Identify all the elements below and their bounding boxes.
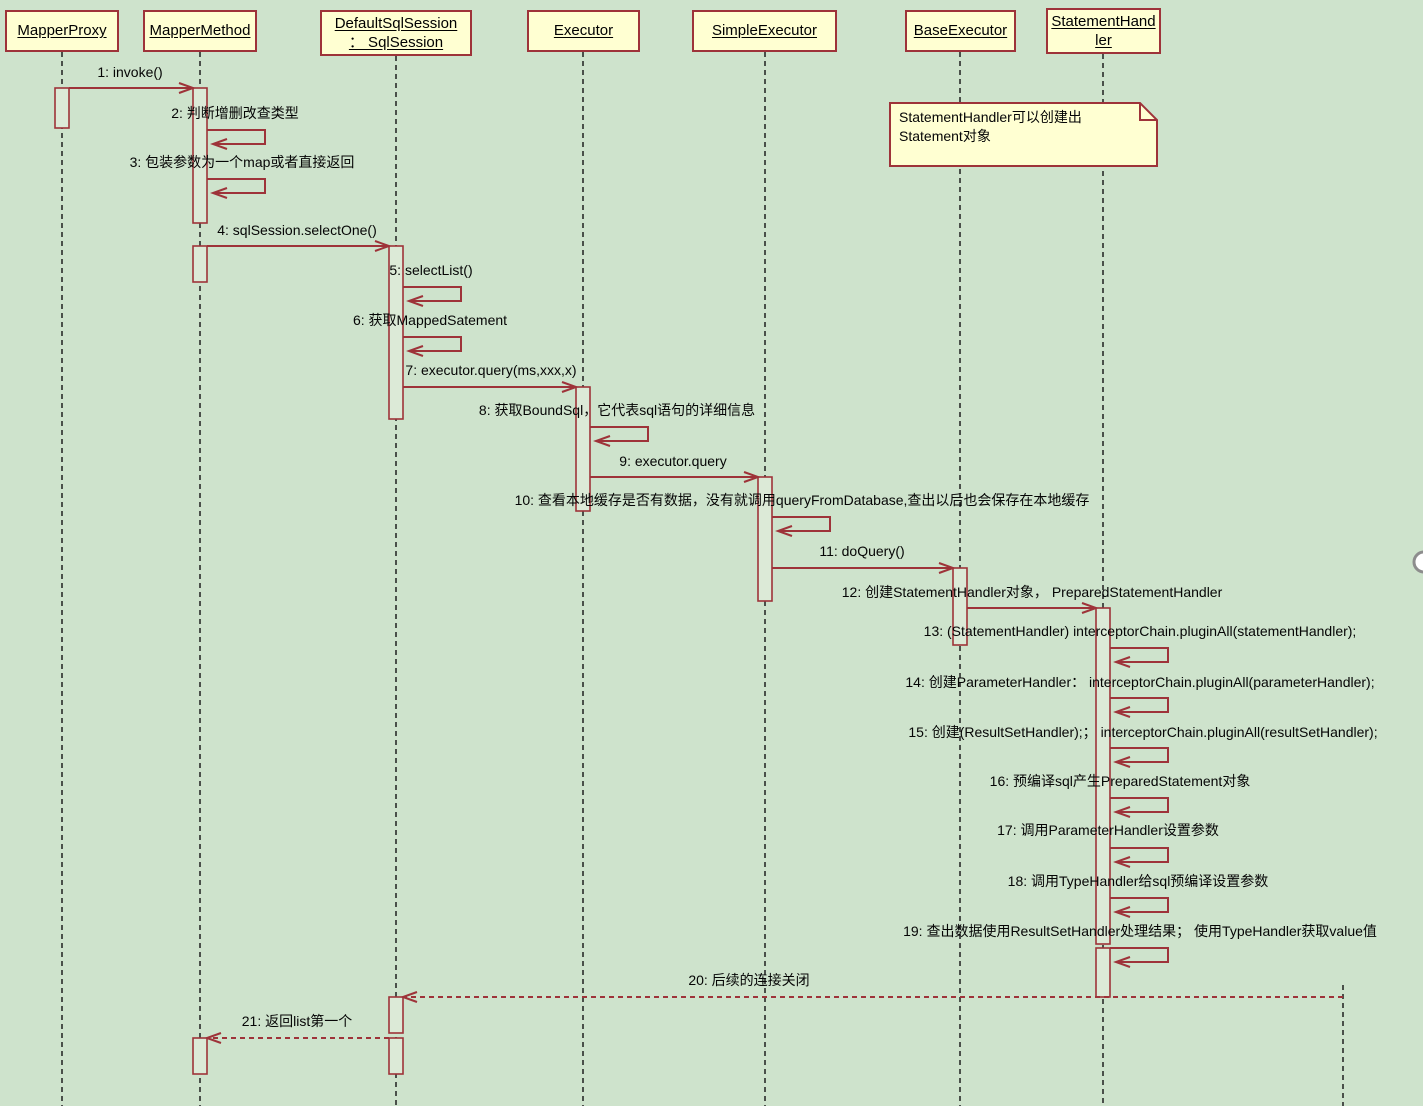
message-arrow-9-head <box>743 471 761 483</box>
message-label-1: 1: invoke() <box>97 64 163 80</box>
message-arrow-3 <box>207 178 266 194</box>
activation-bar-11 <box>192 1037 208 1075</box>
participant-name: StatementHand <box>1051 12 1156 30</box>
participant-name: ler <box>1095 32 1112 49</box>
participant-box-statement-handler: StatementHand ler <box>1046 8 1161 54</box>
message-arrow-11-head <box>938 562 956 574</box>
message-arrow-21-head <box>204 1032 222 1044</box>
message-arrow-20-head <box>400 991 418 1003</box>
participant-name: MapperMethod <box>149 22 251 40</box>
note-shape <box>889 102 1158 167</box>
message-arrow-15-head <box>1113 756 1131 768</box>
message-label-14: 14: 创建ParameterHandler： interceptorChain… <box>905 674 1375 690</box>
message-label-15: 15: 创建(ResultSetHandler);； interceptorCh… <box>908 724 1378 740</box>
message-arrow-8 <box>590 426 649 442</box>
message-label-5: 5: selectList() <box>389 262 473 278</box>
message-label-19: 19: 查出数据使用ResultSetHandler处理结果； 使用TypeHa… <box>903 923 1377 939</box>
activation-bar-5 <box>575 386 591 512</box>
message-arrow-18-head <box>1113 906 1131 918</box>
activation-bar-2 <box>192 87 208 224</box>
message-arrow-13-head <box>1113 656 1131 668</box>
participant-box-mapper-method: MapperMethod <box>143 10 257 52</box>
participant-box-executor: Executor <box>527 10 640 52</box>
activation-bar-3 <box>192 245 208 283</box>
message-label-13: 13: (StatementHandler) interceptorChain.… <box>923 623 1357 639</box>
message-arrow-4-head <box>374 240 392 252</box>
participant-box-base-executor: BaseExecutor <box>905 10 1016 52</box>
message-arrow-19 <box>1110 947 1169 963</box>
activation-bar-8 <box>1095 607 1111 945</box>
message-label-17: 17: 调用ParameterHandler设置参数 <box>997 822 1219 838</box>
participant-name: Executor <box>553 22 614 40</box>
note-line-1: StatementHandler可以创建出 <box>899 109 1082 125</box>
message-arrow-5 <box>403 286 462 302</box>
message-label-20: 20: 后续的连接关闭 <box>688 972 810 988</box>
message-arrow-10 <box>772 516 831 532</box>
message-arrow-18 <box>1110 897 1169 913</box>
message-arrow-10-head <box>775 525 793 537</box>
message-label-11: 11: doQuery() <box>819 543 905 559</box>
activation-bar-1 <box>54 87 70 129</box>
message-arrow-3-head <box>210 187 228 199</box>
message-arrow-16-head <box>1113 806 1131 818</box>
message-arrow-2 <box>207 129 266 145</box>
participant-box-default-sql-session: DefaultSqlSession ： SqlSession <box>320 10 472 56</box>
message-label-8: 8: 获取BoundSql，它代表sql语句的详细信息 <box>478 402 756 418</box>
message-arrow-15 <box>1110 747 1169 763</box>
participant-name: BaseExecutor <box>913 22 1008 40</box>
participant-name: SimpleExecutor <box>711 22 818 40</box>
activation-bar-10 <box>388 996 404 1034</box>
message-label-18: 18: 调用TypeHandler给sql预编译设置参数 <box>1007 873 1269 889</box>
message-arrow-14-head <box>1113 706 1131 718</box>
message-arrow-6-head <box>406 345 424 357</box>
message-label-10: 10: 查看本地缓存是否有数据，没有就调用queryFromDatabase,查… <box>514 492 1090 508</box>
activation-bar-9 <box>1095 947 1111 998</box>
message-arrow-16 <box>1110 797 1169 813</box>
note-line-2: Statement对象 <box>899 128 991 144</box>
message-label-16: 16: 预编译sql产生PreparedStatement对象 <box>989 773 1251 789</box>
message-label-9: 9: executor.query <box>619 453 727 469</box>
message-arrow-19-head <box>1113 956 1131 968</box>
participant-box-simple-executor: SimpleExecutor <box>692 10 837 52</box>
message-label-3: 3: 包装参数为一个map或者直接返回 <box>129 154 355 170</box>
participant-name: MapperProxy <box>17 22 107 40</box>
note-fold-corner <box>1139 103 1157 121</box>
message-arrow-5-head <box>406 295 424 307</box>
message-arrow-7-head <box>561 381 579 393</box>
message-arrow-17-head <box>1113 856 1131 868</box>
participant-box-mapper-proxy: MapperProxy <box>5 10 119 52</box>
message-label-4: 4: sqlSession.selectOne() <box>217 222 377 238</box>
note-text: StatementHandler可以创建出 Statement对象 <box>899 108 1082 146</box>
message-arrow-1-head <box>178 82 196 94</box>
message-arrow-8-head <box>593 435 611 447</box>
activation-bar-12 <box>388 1037 404 1075</box>
activation-bar-4 <box>388 245 404 420</box>
message-label-7: 7: executor.query(ms,xxx,x) <box>405 362 577 378</box>
message-arrow-6 <box>403 336 462 352</box>
activation-bar-7 <box>952 567 968 646</box>
message-arrow-14 <box>1110 697 1169 713</box>
message-arrow-2-head <box>210 138 228 150</box>
message-label-12: 12: 创建StatementHandler对象， PreparedStatem… <box>841 584 1223 600</box>
activation-bar-6 <box>757 476 773 602</box>
cursor-highlight <box>1412 550 1423 574</box>
message-arrow-13 <box>1110 647 1169 663</box>
participant-name: ： SqlSession <box>348 34 444 51</box>
message-label-6: 6: 获取MappedSatement <box>352 312 508 328</box>
message-label-21: 21: 返回list第一个 <box>241 1013 353 1029</box>
message-label-2: 2: 判断增删改查类型 <box>171 105 299 121</box>
message-arrow-17 <box>1110 847 1169 863</box>
participant-name: DefaultSqlSession <box>334 14 458 32</box>
message-arrow-12-head <box>1081 602 1099 614</box>
